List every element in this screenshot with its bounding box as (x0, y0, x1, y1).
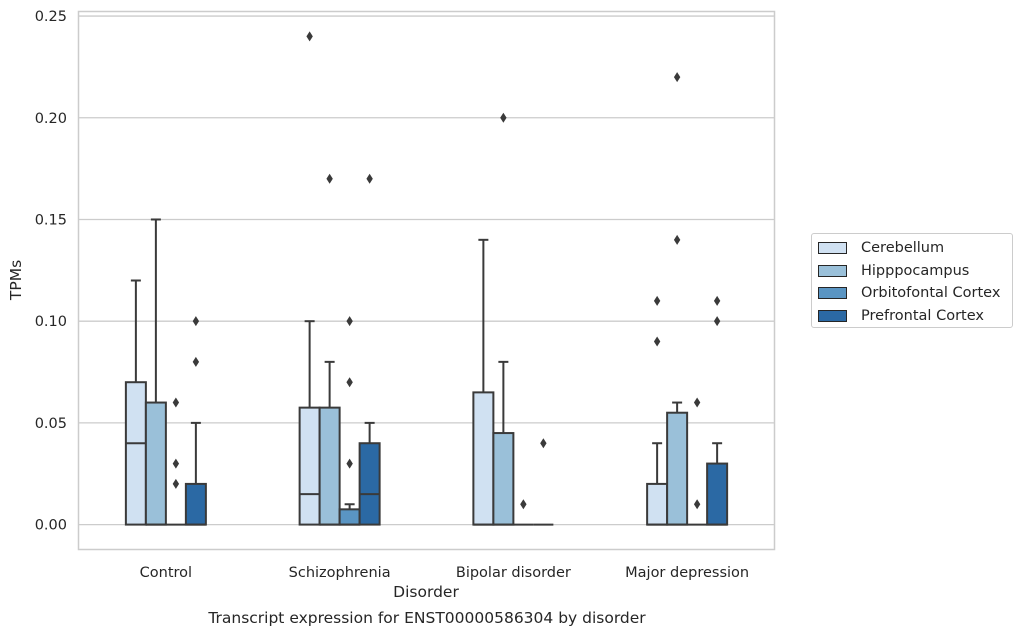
y-tick-labels: 0.00 0.05 0.10 0.15 0.20 0.25 (35, 9, 67, 534)
legend-item: Orbitofontal Cortex (818, 282, 1012, 305)
outlier-point (346, 316, 353, 327)
legend-label: Prefrontal Cortex (861, 307, 984, 324)
legend-label: Orbitofontal Cortex (861, 285, 1001, 302)
legend-item: Hipppocampus (818, 260, 1012, 283)
y-axis-label: TPMs (7, 260, 25, 301)
box-iqr (184, 482, 207, 526)
box-orbitofontal-cortex (513, 499, 534, 526)
outlier-point (713, 316, 721, 327)
outlier-point (713, 295, 721, 306)
box-iqr (298, 406, 321, 526)
outlier-point (192, 316, 200, 327)
x-tick-label: Bipolar disorder (456, 565, 571, 581)
box-plot-marks (124, 31, 729, 526)
legend-swatch (818, 264, 847, 277)
y-tick-label: 0.20 (35, 111, 67, 127)
outlier-point (500, 112, 507, 123)
outlier-point (540, 438, 547, 449)
y-tick-label: 0.00 (35, 518, 67, 534)
legend-swatch (818, 309, 847, 322)
outlier-point (306, 31, 313, 42)
plot-frame (77, 10, 776, 551)
y-tick-label: 0.15 (35, 212, 67, 228)
outlier-point (693, 397, 701, 408)
box-iqr (124, 381, 147, 526)
box-orbitofontal-cortex (687, 397, 708, 526)
outlier-point (172, 397, 180, 408)
box-prefrontal-cortex (358, 173, 381, 526)
box-hipppocampus (144, 218, 167, 526)
box-iqr (358, 442, 381, 526)
y-tick-label: 0.25 (35, 9, 67, 25)
box-iqr (706, 462, 729, 526)
box-iqr (318, 406, 341, 526)
legend-label: Cerebellum (861, 240, 945, 257)
box-cerebellum (646, 295, 669, 526)
legend-item: Cerebellum (818, 237, 1012, 260)
box-orbitofontal-cortex (338, 316, 361, 526)
box-cerebellum (472, 238, 495, 526)
outlier-point (172, 478, 180, 489)
x-axis-label: Disorder (393, 583, 459, 601)
box-hipppocampus (492, 112, 515, 526)
x-tick-label: Major depression (625, 565, 749, 581)
x-tick-label: Control (140, 565, 192, 581)
box-iqr (144, 401, 167, 526)
box-iqr (338, 508, 361, 526)
box-cerebellum (298, 31, 321, 526)
outlier-point (346, 458, 353, 469)
outlier-point (172, 458, 180, 469)
outlier-point (520, 499, 527, 510)
outlier-point (673, 72, 681, 83)
outlier-point (366, 173, 373, 184)
box-hipppocampus (318, 173, 341, 526)
box-iqr (666, 411, 689, 526)
outlier-point (653, 336, 661, 347)
box-iqr (472, 391, 495, 526)
box-hipppocampus (666, 72, 689, 526)
outlier-point (192, 356, 200, 367)
legend-item: Prefrontal Cortex (818, 305, 1012, 328)
legend-label: Hipppocampus (861, 262, 970, 279)
box-iqr (492, 432, 515, 526)
box-prefrontal-cortex (184, 316, 207, 526)
legend-swatch (818, 287, 847, 300)
x-tick-labels: Control Schizophrenia Bipolar disorder Majo… (140, 565, 749, 581)
box-prefrontal-cortex (533, 438, 554, 526)
y-tick-label: 0.10 (35, 314, 67, 330)
outlier-point (346, 377, 353, 388)
legend-swatch (818, 242, 847, 255)
outlier-point (673, 234, 681, 245)
x-tick-label: Schizophrenia (289, 565, 391, 581)
box-iqr (646, 482, 669, 526)
chart-legend: Cerebellum Hipppocampus Orbitofontal Corte… (811, 233, 1013, 328)
chart-title: Transcript expression for ENST0000058630… (207, 609, 646, 627)
y-tick-label: 0.05 (35, 416, 67, 432)
box-orbitofontal-cortex (165, 397, 186, 526)
box-cerebellum (124, 279, 147, 526)
box-prefrontal-cortex (706, 295, 729, 526)
outlier-point (326, 173, 333, 184)
outlier-point (653, 295, 661, 306)
outlier-point (693, 499, 701, 510)
